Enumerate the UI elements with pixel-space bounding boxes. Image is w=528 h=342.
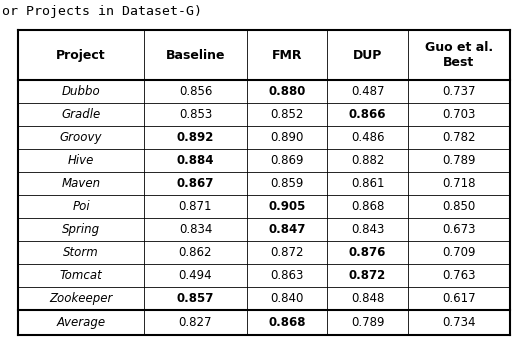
Text: 0.850: 0.850	[442, 200, 476, 213]
Text: Baseline: Baseline	[166, 49, 225, 62]
Text: 0.853: 0.853	[179, 108, 212, 121]
Text: Project: Project	[56, 49, 106, 62]
Text: FMR: FMR	[271, 49, 302, 62]
Text: Spring: Spring	[62, 223, 100, 236]
Text: 0.737: 0.737	[442, 86, 476, 98]
Text: 0.486: 0.486	[351, 131, 384, 144]
Text: 0.862: 0.862	[178, 246, 212, 259]
Text: 0.673: 0.673	[442, 223, 476, 236]
Text: 0.857: 0.857	[177, 292, 214, 305]
Text: 0.884: 0.884	[177, 154, 214, 167]
Text: 0.859: 0.859	[270, 177, 304, 190]
Text: Average: Average	[56, 316, 106, 329]
Text: 0.847: 0.847	[268, 223, 306, 236]
Text: Storm: Storm	[63, 246, 99, 259]
Text: 0.789: 0.789	[442, 154, 476, 167]
Text: 0.852: 0.852	[270, 108, 304, 121]
Text: 0.880: 0.880	[268, 86, 306, 98]
Text: 0.856: 0.856	[179, 86, 212, 98]
Text: 0.871: 0.871	[178, 200, 212, 213]
Text: 0.763: 0.763	[442, 269, 476, 282]
Text: 0.848: 0.848	[351, 292, 384, 305]
Text: 0.718: 0.718	[442, 177, 476, 190]
Text: 0.890: 0.890	[270, 131, 304, 144]
Text: Hive: Hive	[68, 154, 95, 167]
Text: 0.861: 0.861	[351, 177, 384, 190]
Text: Groovy: Groovy	[60, 131, 102, 144]
Text: 0.868: 0.868	[268, 316, 306, 329]
Text: Guo et al.
Best: Guo et al. Best	[425, 41, 493, 69]
Text: Poi: Poi	[72, 200, 90, 213]
Text: 0.843: 0.843	[351, 223, 384, 236]
Text: Maven: Maven	[62, 177, 101, 190]
Text: or Projects in Dataset-G): or Projects in Dataset-G)	[2, 5, 202, 18]
Text: 0.494: 0.494	[178, 269, 212, 282]
Text: 0.882: 0.882	[351, 154, 384, 167]
Text: 0.617: 0.617	[442, 292, 476, 305]
Text: Tomcat: Tomcat	[60, 269, 102, 282]
Text: 0.868: 0.868	[351, 200, 384, 213]
Text: 0.734: 0.734	[442, 316, 476, 329]
Text: 0.872: 0.872	[349, 269, 386, 282]
Text: 0.827: 0.827	[178, 316, 212, 329]
Text: 0.876: 0.876	[349, 246, 386, 259]
Text: 0.872: 0.872	[270, 246, 304, 259]
Text: 0.834: 0.834	[179, 223, 212, 236]
Text: 0.867: 0.867	[177, 177, 214, 190]
Text: 0.840: 0.840	[270, 292, 304, 305]
Text: Zookeeper: Zookeeper	[50, 292, 113, 305]
Text: DUP: DUP	[353, 49, 382, 62]
Text: 0.487: 0.487	[351, 86, 384, 98]
Text: Gradle: Gradle	[62, 108, 101, 121]
Text: Dubbo: Dubbo	[62, 86, 100, 98]
Text: 0.789: 0.789	[351, 316, 384, 329]
Text: 0.866: 0.866	[349, 108, 386, 121]
Text: 0.782: 0.782	[442, 131, 476, 144]
Text: 0.892: 0.892	[177, 131, 214, 144]
Text: 0.869: 0.869	[270, 154, 304, 167]
Text: 0.703: 0.703	[442, 108, 476, 121]
Text: 0.709: 0.709	[442, 246, 476, 259]
Text: 0.905: 0.905	[268, 200, 306, 213]
Text: 0.863: 0.863	[270, 269, 304, 282]
